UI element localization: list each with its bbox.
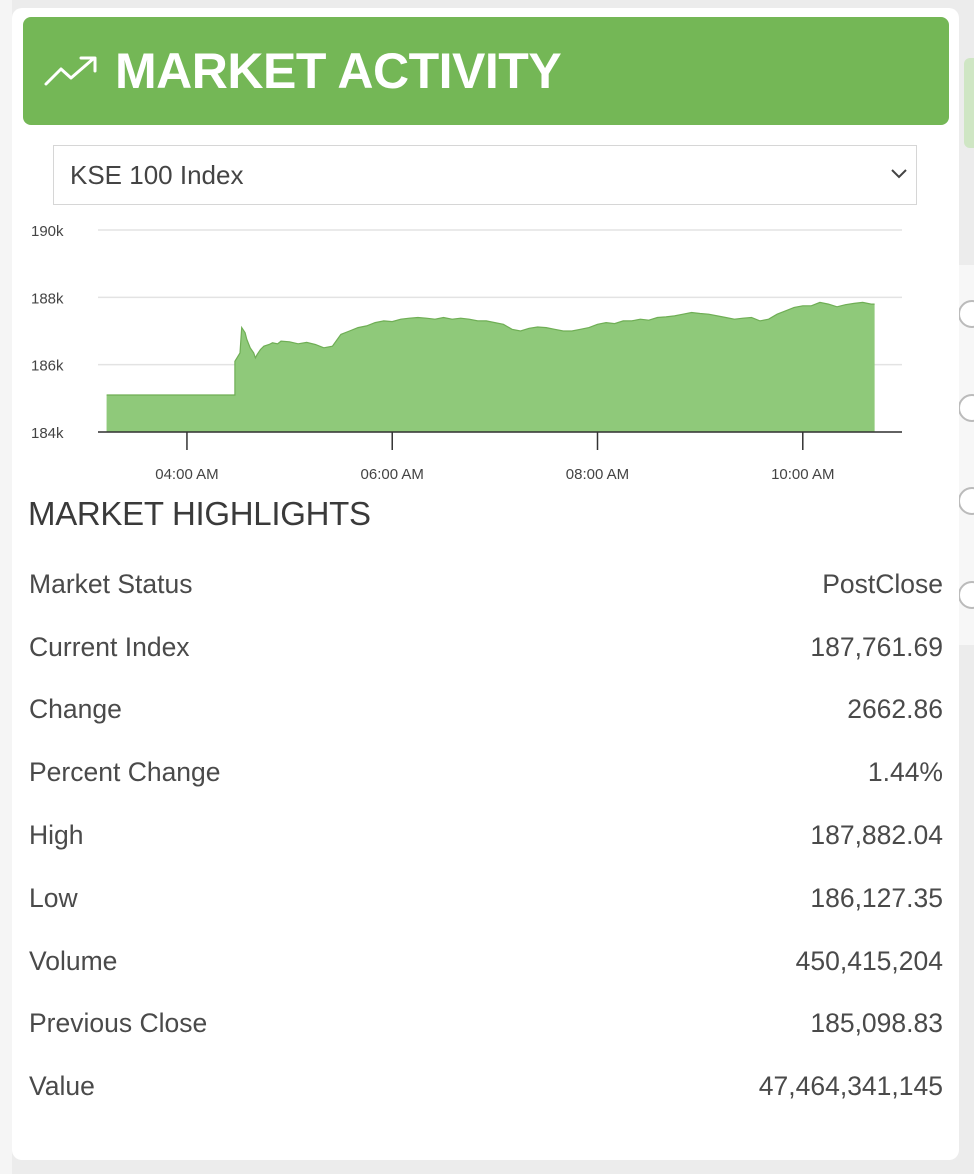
highlight-row: Market Status PostClose [29,553,943,616]
y-tick-label: 186k [31,358,64,375]
x-tick-label: 06:00 AM [361,466,424,483]
series-area [106,302,875,432]
highlight-label: Volume [29,945,118,976]
market-highlights-title: MARKET HIGHLIGHTS [28,495,371,532]
y-tick-label: 188k [31,290,64,307]
market-highlights-table: Market Status PostClose Current Index 187,7… [29,553,943,1118]
highlight-row: High 187,882.04 [29,804,943,867]
y-tick-label: 190k [31,223,64,240]
market-activity-card: MARKET ACTIVITY KSE 100 Index 184k 186k 18… [12,8,959,1160]
page-title: MARKET ACTIVITY [115,43,562,99]
highlight-row: Change 2662.86 [29,679,943,742]
index-select-value: KSE 100 Index [70,159,244,190]
x-tick-label: 10:00 AM [771,466,834,483]
highlight-label: Low [29,882,78,913]
radio-button[interactable] [958,581,974,609]
series-line [106,301,875,396]
highlight-row: Volume 450,415,204 [29,930,943,993]
radio-button[interactable] [958,300,974,328]
highlight-row: Low 186,127.35 [29,867,943,930]
highlight-value: PostClose [822,568,943,599]
index-select[interactable]: KSE 100 Index [53,145,917,205]
x-tick-label: 08:00 AM [566,466,629,483]
trend-up-icon [44,56,97,86]
market-activity-header: MARKET ACTIVITY [23,17,949,125]
highlight-label: Previous Close [29,1008,208,1039]
radio-button[interactable] [958,487,974,515]
highlight-label: Change [29,694,122,725]
y-tick-label: 184k [31,425,64,442]
highlight-label: Percent Change [29,757,221,788]
highlight-value: 185,098.83 [810,1008,943,1039]
chevron-down-icon [891,169,907,179]
highlight-label: Current Index [29,631,190,662]
highlight-value: 187,882.04 [810,820,943,851]
radio-button[interactable] [958,394,974,422]
highlight-value: 1.44% [867,757,943,788]
highlight-value: 2662.86 [847,694,943,725]
highlight-label: Market Status [29,568,193,599]
highlight-label: Value [29,1071,95,1102]
x-tick-label: 04:00 AM [155,466,218,483]
highlight-value: 47,464,341,145 [758,1071,943,1102]
highlight-row: Previous Close 185,098.83 [29,993,943,1056]
adjacent-panel [956,265,974,645]
highlight-label: High [29,820,84,851]
highlight-value: 187,761.69 [810,631,943,662]
index-chart: 184k 186k 188k 190k 04:00 AM 06:00 AM 08:00 AM… [31,223,902,483]
highlight-row: Percent Change 1.44% [29,741,943,804]
highlight-value: 186,127.35 [810,882,943,913]
highlight-value: 450,415,204 [795,945,943,976]
highlight-row: Current Index 187,761.69 [29,616,943,679]
adjacent-panel-header [964,58,974,148]
highlight-row: Value 47,464,341,145 [29,1055,943,1118]
background-strip [0,0,12,1174]
